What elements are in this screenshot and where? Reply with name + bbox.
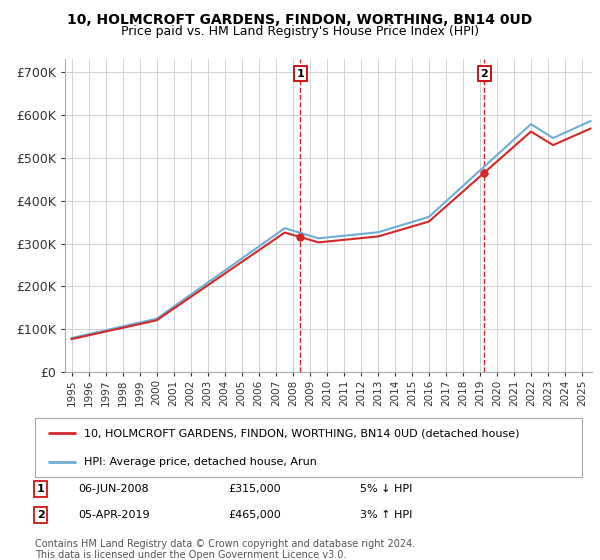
Text: 5% ↓ HPI: 5% ↓ HPI	[360, 484, 412, 494]
Text: 06-JUN-2008: 06-JUN-2008	[78, 484, 149, 494]
Text: 10, HOLMCROFT GARDENS, FINDON, WORTHING, BN14 0UD (detached house): 10, HOLMCROFT GARDENS, FINDON, WORTHING,…	[84, 428, 520, 438]
Text: 1: 1	[296, 69, 304, 79]
Text: 10, HOLMCROFT GARDENS, FINDON, WORTHING, BN14 0UD: 10, HOLMCROFT GARDENS, FINDON, WORTHING,…	[67, 13, 533, 27]
Text: 3% ↑ HPI: 3% ↑ HPI	[360, 510, 412, 520]
Text: 2: 2	[37, 510, 44, 520]
Text: £465,000: £465,000	[228, 510, 281, 520]
Text: Contains HM Land Registry data © Crown copyright and database right 2024.
This d: Contains HM Land Registry data © Crown c…	[35, 539, 415, 560]
Text: HPI: Average price, detached house, Arun: HPI: Average price, detached house, Arun	[84, 458, 317, 468]
Text: 2: 2	[481, 69, 488, 79]
Text: Price paid vs. HM Land Registry's House Price Index (HPI): Price paid vs. HM Land Registry's House …	[121, 25, 479, 38]
Text: £315,000: £315,000	[228, 484, 281, 494]
Text: 05-APR-2019: 05-APR-2019	[78, 510, 149, 520]
Text: 1: 1	[37, 484, 44, 494]
